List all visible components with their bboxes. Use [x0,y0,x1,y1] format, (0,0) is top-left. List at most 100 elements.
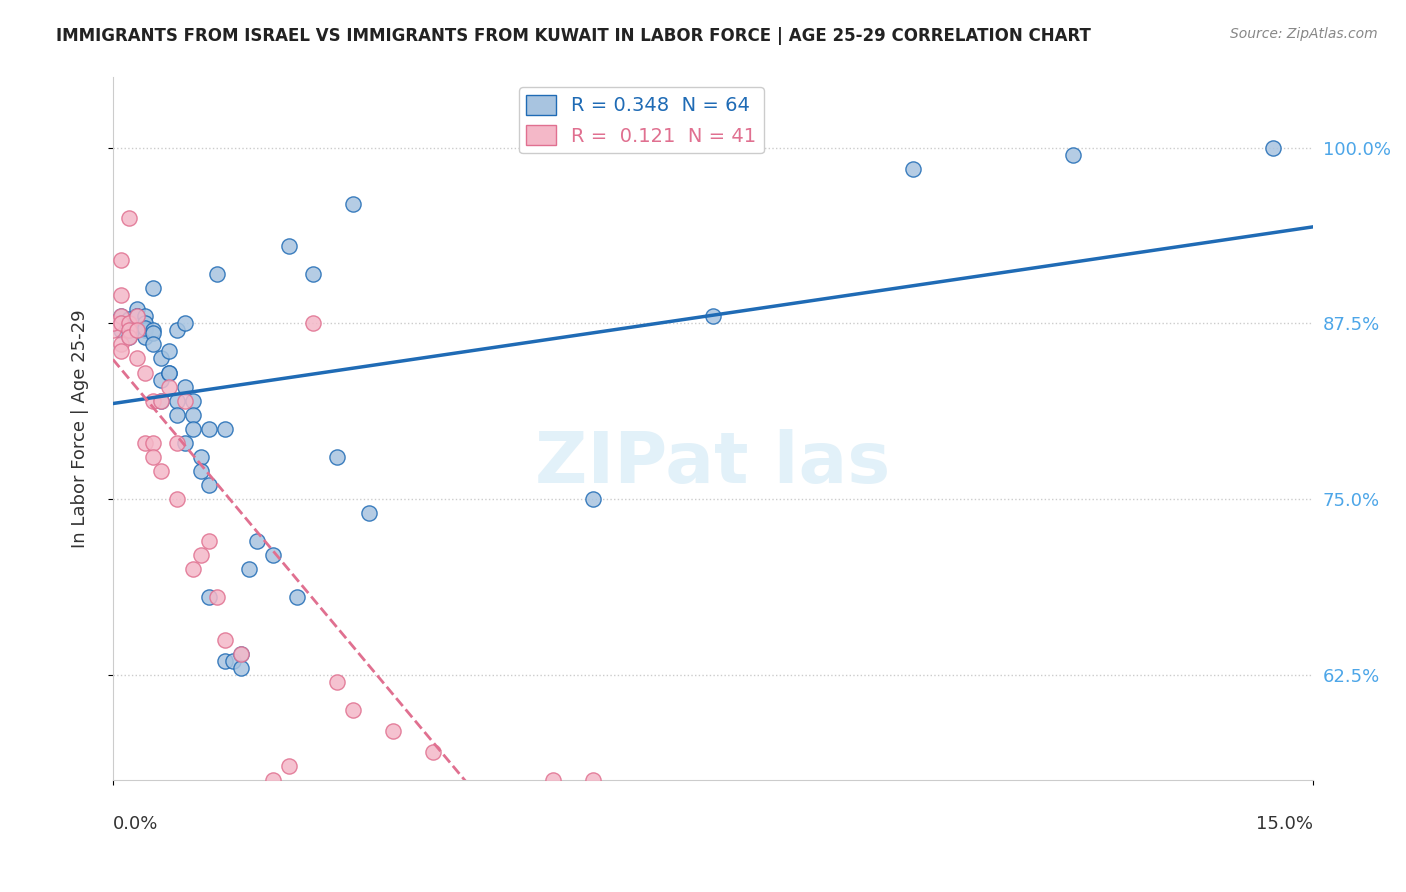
Point [190,548,212,562]
Point [110,317,132,331]
Point [110,344,132,359]
Point [173,393,195,408]
Text: 0.0%: 0.0% [112,815,159,833]
Point [125,302,148,317]
Point [262,773,284,788]
Point [157,366,180,380]
Point [134,323,156,337]
Point [702,310,724,324]
Point [229,660,252,674]
Point [149,393,172,408]
Point [142,323,165,337]
Point [134,310,156,324]
Point [110,323,132,337]
Point [134,330,156,344]
Point [134,366,156,380]
Point [125,323,148,337]
Point [173,317,195,331]
Point [326,674,349,689]
Point [1062,147,1084,161]
Point [229,647,252,661]
Point [582,491,605,506]
Point [166,323,188,337]
Point [277,759,299,773]
Point [110,253,132,268]
Text: IMMIGRANTS FROM ISRAEL VS IMMIGRANTS FROM KUWAIT IN LABOR FORCE | AGE 25-29 CORR: IMMIGRANTS FROM ISRAEL VS IMMIGRANTS FRO… [56,27,1091,45]
Point [198,534,221,549]
Point [190,450,212,464]
Point [142,435,165,450]
Point [142,393,165,408]
Point [118,323,141,337]
Text: ZIPat las: ZIPat las [536,429,890,499]
Point [157,344,180,359]
Point [149,373,172,387]
Point [125,310,148,324]
Point [190,464,212,478]
Point [238,562,260,576]
Point [101,317,124,331]
Point [302,267,325,281]
Point [142,281,165,295]
Point [422,745,444,759]
Point [125,310,148,324]
Point [181,562,204,576]
Text: Source: ZipAtlas.com: Source: ZipAtlas.com [1230,27,1378,41]
Point [118,312,141,326]
Point [205,267,228,281]
Point [901,161,924,176]
Point [134,317,156,331]
Point [125,323,148,337]
Point [541,773,564,788]
Point [326,450,349,464]
Point [118,211,141,225]
Point [134,320,156,334]
Point [118,317,141,331]
Point [149,393,172,408]
Point [110,310,132,324]
Text: 15.0%: 15.0% [1257,815,1313,833]
Point [262,548,284,562]
Point [166,393,188,408]
Point [157,379,180,393]
Point [1263,141,1285,155]
Point [198,422,221,436]
Point [166,408,188,422]
Point [125,317,148,331]
Point [181,393,204,408]
Point [357,506,380,520]
Point [342,703,364,717]
Point [173,435,195,450]
Point [246,534,269,549]
Point [198,478,221,492]
Point [142,450,165,464]
Point [342,197,364,211]
Point [214,422,236,436]
Point [125,310,148,324]
Point [110,310,132,324]
Point [118,330,141,344]
Point [205,591,228,605]
Y-axis label: In Labor Force | Age 25-29: In Labor Force | Age 25-29 [72,310,89,548]
Point [181,408,204,422]
Point [181,422,204,436]
Point [125,319,148,334]
Point [277,239,299,253]
Point [157,366,180,380]
Point [142,326,165,341]
Point [166,435,188,450]
Point [110,317,132,331]
Point [381,723,404,738]
Point [142,337,165,351]
Point [125,317,148,331]
Point [118,317,141,331]
Point [118,323,141,337]
Point [149,351,172,366]
Point [101,317,124,331]
Point [582,773,605,788]
Point [214,632,236,647]
Legend: R = 0.348  N = 64, R =  0.121  N = 41: R = 0.348 N = 64, R = 0.121 N = 41 [519,87,763,153]
Point [110,288,132,302]
Point [125,351,148,366]
Point [229,647,252,661]
